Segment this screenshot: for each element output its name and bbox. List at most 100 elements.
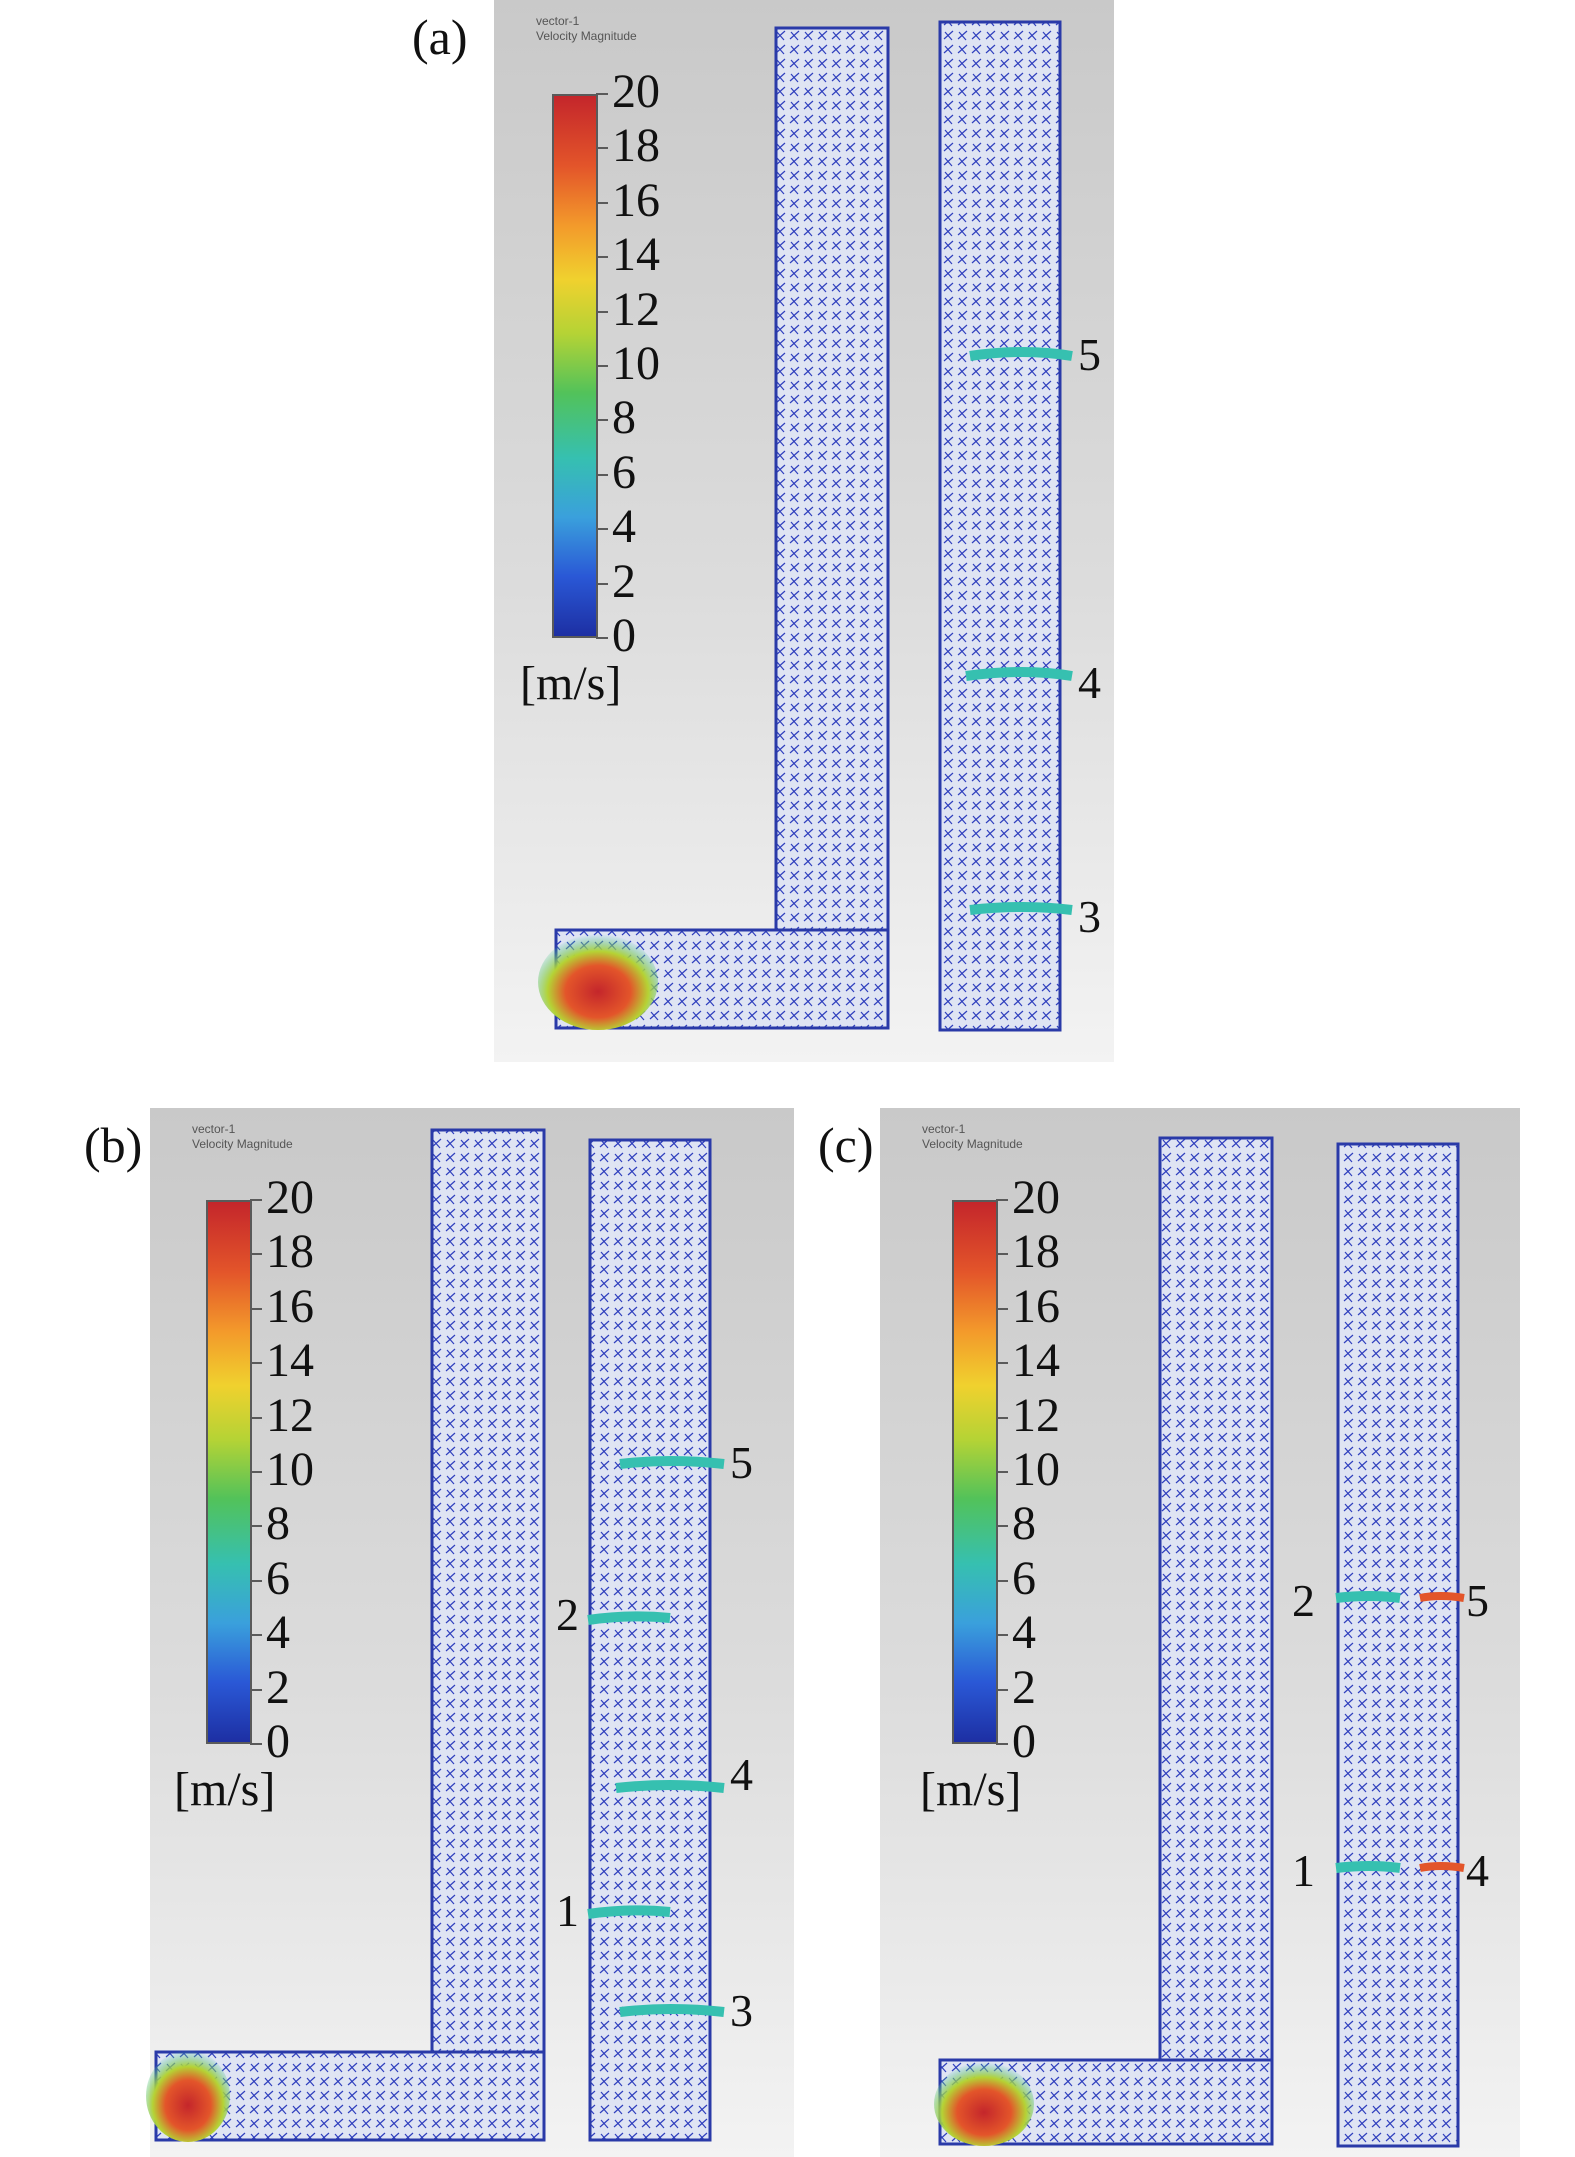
panel-b-colorbar-tick-label: 2 <box>266 1660 290 1714</box>
panel-c-colorbar-tick-label: 6 <box>1012 1551 1036 1605</box>
panel-c-riser-left <box>1158 1136 1274 2146</box>
panel-c-colorbar-tick <box>996 1307 1008 1310</box>
panel-c-colorbar-tick-label: 18 <box>1012 1225 1060 1279</box>
panel-a-jets <box>965 347 1073 915</box>
panel-a-header-subtitle: Velocity Magnitude <box>536 29 637 43</box>
panel-b-colorbar-tick <box>250 1199 262 1201</box>
panel-b-colorbar-tick-label: 12 <box>266 1388 314 1442</box>
panel-b-colorbar-unit: [m/s] <box>174 1763 276 1816</box>
panel-b-marker-4: 4 <box>730 1749 753 1800</box>
panel-c-flow-domain <box>934 1136 1465 2148</box>
panel-c-colorbar-tick <box>996 1579 1008 1582</box>
panel-b-colorbar-tick <box>250 1471 262 1473</box>
panel-b-riser-right <box>588 1138 712 2142</box>
panel-a-colorbar-tick-label: 20 <box>612 65 660 118</box>
panel-c-colorbar-tick-label: 12 <box>1012 1388 1060 1442</box>
panel-b: vector-1 Velocity Magnitude [m/s] 20 18 16 <box>146 1108 794 2157</box>
panel-a-colorbar-tick-label: 8 <box>612 391 636 445</box>
panel-c-riser-right <box>1336 1142 1460 2148</box>
panel-b-colorbar-tick-label: 6 <box>266 1551 290 1605</box>
panel-b-colorbar-tick-label: 14 <box>266 1334 314 1388</box>
panel-a-colorbar-tick <box>596 201 608 204</box>
panel-a-colorbar-tick <box>596 637 608 639</box>
panel-b-colorbar-tick <box>250 1307 262 1310</box>
panel-a-colorbar-tick <box>596 93 608 95</box>
panel-b-colorbar-tick-label: 16 <box>266 1279 314 1333</box>
panel-c-header-title: vector-1 <box>922 1122 966 1136</box>
panel-a-colorbar-tick <box>596 473 608 476</box>
panel-b-riser-left <box>430 1128 546 2142</box>
panel-c-colorbar-tick-label: 10 <box>1012 1443 1060 1496</box>
panel-c-colorbar-tick <box>996 1199 1008 1201</box>
panel-b-colorbar-tick-label: 20 <box>266 1171 314 1224</box>
panel-c-label: (c) <box>818 1117 874 1173</box>
panel-a-marker-3: 3 <box>1078 891 1101 942</box>
panel-a-colorbar-tick <box>596 582 608 585</box>
panel-b-jet-2 <box>587 1611 671 1625</box>
panel-a-jet-3 <box>969 902 1073 915</box>
panel-a-colorbar-tick-label: 16 <box>612 173 660 227</box>
panel-b-colorbar-tick-label: 0 <box>266 1715 290 1768</box>
panel-a-colorbar-tick-label: 4 <box>612 500 636 554</box>
panel-b-label: (b) <box>84 1117 143 1173</box>
panel-c-colorbar-tick-label: 0 <box>1012 1715 1036 1768</box>
panel-a-header: vector-1 Velocity Magnitude <box>536 14 637 44</box>
panel-b-flow-domain <box>146 1128 725 2142</box>
panel-a: vector-1 Velocity Magnitude [m/s] 20 18 16… <box>494 0 1114 1062</box>
panel-c-colorbar-unit: [m/s] <box>920 1763 1022 1816</box>
panel-a-colorbar-tick-label: 6 <box>612 445 636 499</box>
panel-a-inlet-jet <box>538 934 658 1030</box>
panel-a-colorbar-tick-label: 14 <box>612 228 660 282</box>
panel-a-marker-5: 5 <box>1078 329 1101 380</box>
panel-a-colorbar-tick-label: 0 <box>612 609 636 662</box>
panel-b-jet-1 <box>587 1905 671 1919</box>
panel-c-jets <box>1335 1591 1465 1873</box>
panel-a-colorbar-tick <box>596 419 608 422</box>
panel-a-colorbar-tick <box>596 365 608 367</box>
panel-a-header-title: vector-1 <box>536 14 580 28</box>
panel-b-inlet-jet <box>146 2050 230 2142</box>
panel-c-colorbar-tick-label: 16 <box>1012 1279 1060 1333</box>
panel-c-colorbar-tick <box>996 1416 1008 1419</box>
panel-c-colorbar-tick-label: 8 <box>1012 1497 1036 1551</box>
panel-b-marker-3: 3 <box>730 1985 753 2036</box>
panel-b-colorbar-tick <box>250 1525 262 1528</box>
panel-b-colorbar <box>206 1200 252 1744</box>
panel-b-colorbar-tick <box>250 1634 262 1637</box>
panel-c-marker-5: 5 <box>1466 1575 1489 1626</box>
panel-b-colorbar-tick-label: 8 <box>266 1497 290 1551</box>
panel-c-colorbar-tick-label: 14 <box>1012 1334 1060 1388</box>
panel-c: vector-1 Velocity Magnitude [m/s] 20 18 16… <box>880 1108 1520 2157</box>
panel-c-jet-4 <box>1419 1862 1465 1872</box>
panel-b-marker-5: 5 <box>730 1437 753 1488</box>
panel-c-header-subtitle: Velocity Magnitude <box>922 1137 1023 1151</box>
panel-c-colorbar-tick <box>996 1525 1008 1528</box>
panel-c-marker-2: 2 <box>1292 1575 1315 1626</box>
panel-c-colorbar-tick-label: 2 <box>1012 1660 1036 1714</box>
panel-a-marker-4: 4 <box>1078 657 1101 708</box>
panel-b-marker-2: 2 <box>556 1589 579 1640</box>
panel-a-colorbar-tick <box>596 310 608 313</box>
panel-b-jets <box>587 1456 725 2017</box>
panel-c-header: vector-1 Velocity Magnitude <box>922 1122 1023 1152</box>
panel-b-jet-5 <box>619 1456 725 1469</box>
panel-b-jet-4 <box>615 1780 725 1793</box>
panel-c-jet-5 <box>1419 1592 1465 1602</box>
panel-b-jet-3 <box>619 2004 725 2017</box>
panel-c-colorbar-tick <box>996 1471 1008 1473</box>
panel-b-colorbar-tick <box>250 1253 262 1256</box>
panel-a-colorbar-tick-label: 12 <box>612 282 660 336</box>
panel-b-colorbar-tick-label: 18 <box>266 1225 314 1279</box>
panel-c-jet-1 <box>1335 1861 1401 1873</box>
panel-b-colorbar-tick <box>250 1688 262 1691</box>
panel-b-colorbar-tick <box>250 1362 262 1365</box>
panel-a-colorbar-tick-label: 2 <box>612 554 636 608</box>
panel-c-colorbar-tick-label: 4 <box>1012 1606 1036 1660</box>
panel-c-jet-2 <box>1335 1591 1401 1603</box>
panel-c-colorbar-tick <box>996 1362 1008 1365</box>
panel-a-jet-5 <box>969 347 1073 361</box>
panel-b-colorbar-tick <box>250 1579 262 1582</box>
panel-a-riser-left <box>774 26 890 1030</box>
panel-a-colorbar-tick <box>596 528 608 531</box>
panel-a-label: (a) <box>412 9 468 65</box>
